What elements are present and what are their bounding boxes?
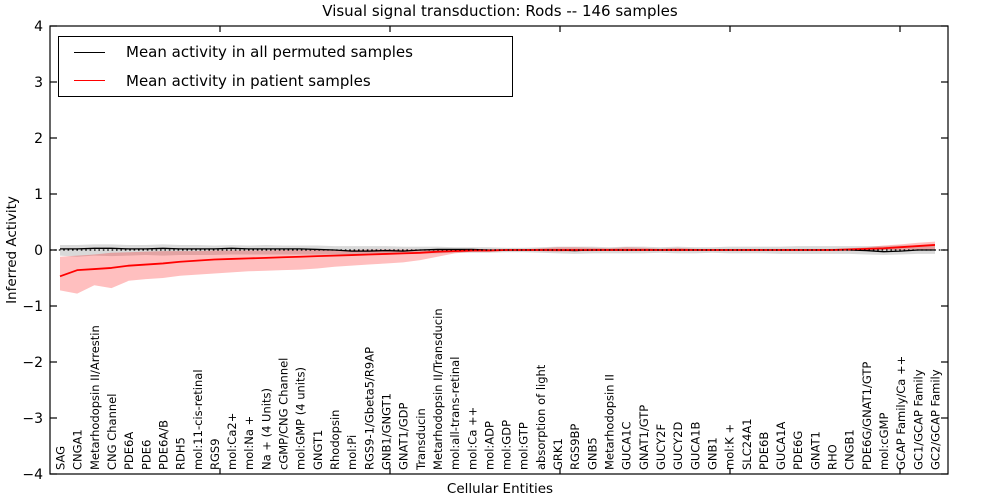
x-category-label: GCAP Family/Ca ++	[894, 356, 908, 470]
legend-entry-permuted: Mean activity in all permuted samples	[59, 39, 512, 65]
x-category-label: mol:cGMP	[877, 413, 891, 470]
x-category-label: SAG	[54, 446, 68, 470]
x-category-label: GC1/GCAP Family	[911, 369, 925, 470]
y-tick-label: −3	[22, 411, 43, 427]
permuted-line-swatch-icon	[74, 51, 105, 53]
x-category-label: mol:all-trans-retinal	[448, 357, 462, 470]
legend-label-permuted: Mean activity in all permuted samples	[126, 43, 413, 62]
x-category-label: PDE6G/GNAT1/GTP	[860, 362, 874, 470]
x-axis-label: Cellular Entities	[446, 481, 554, 497]
x-category-label: GUCA1C	[620, 421, 634, 470]
x-category-label: GUCY2D	[671, 422, 685, 470]
x-category-label: mol:Ca2+	[225, 413, 239, 470]
x-category-label: mol:GDP	[500, 420, 514, 470]
x-category-label: mol:Pi	[345, 435, 359, 470]
x-category-label: Metarhodopsin II/Arrestin	[88, 325, 102, 470]
y-tick-label: 3	[34, 75, 43, 91]
patient-mean-line	[59, 244, 936, 278]
x-category-label: Transducin	[414, 408, 428, 471]
x-category-label: cGMP/CNG Channel	[277, 358, 291, 470]
x-category-label: GRK1	[551, 438, 565, 470]
y-tick-label: 1	[34, 187, 43, 203]
tick-marks	[50, 25, 948, 475]
x-category-label: GNGT1	[311, 430, 325, 470]
x-category-label: GNB1	[705, 437, 719, 470]
x-category-label: PDE6	[139, 440, 153, 470]
x-category-label: GUCA1A	[774, 421, 788, 470]
y-tick-label: −2	[22, 355, 43, 371]
x-category-label: CNG Channel	[105, 394, 119, 470]
x-category-label: RGS9BP	[568, 424, 582, 470]
patient-band	[60, 241, 935, 294]
legend: Mean activity in all permuted samples Me…	[58, 36, 513, 97]
y-tick-labels: −4 −3 −2 −1 0 1 2 3 4	[22, 19, 43, 483]
x-category-label: mol:GTP	[517, 422, 531, 470]
y-tick-label: −1	[22, 299, 43, 315]
x-category-label: GC2/GCAP Family	[929, 369, 943, 470]
x-category-label: absorption of light	[534, 364, 548, 470]
x-category-label: GNAT1/GDP	[397, 403, 411, 470]
x-category-label: GNB1/GNGT1	[379, 393, 393, 470]
y-tick-label: 4	[34, 19, 43, 35]
legend-entry-patient: Mean activity in patient samples	[59, 68, 512, 94]
x-category-label: mol:Na +	[242, 416, 256, 470]
chart-title: Visual signal transduction: Rods -- 146 …	[322, 2, 678, 20]
x-category-label: RGS9	[208, 438, 222, 470]
x-category-label: CNGA1	[71, 429, 85, 470]
y-tick-label: 2	[34, 131, 43, 147]
x-category-label: PDE6B	[757, 432, 771, 470]
x-category-label: GUCA1B	[688, 421, 702, 470]
y-tick-label: −4	[22, 467, 43, 483]
x-category-label: RHO	[826, 444, 840, 470]
y-tick-label: 0	[34, 243, 43, 259]
x-category-label: Na + (4 Units)	[259, 388, 273, 470]
x-category-label: GNAT1	[808, 431, 822, 470]
x-category-label: GNB5	[585, 437, 599, 470]
x-category-label: CNGB1	[843, 429, 857, 470]
x-category-labels: SAG CNGA1 Metarhodopsin II/Arrestin CNG Cha…	[54, 308, 943, 471]
x-category-label: mol:GMP (4 units)	[294, 367, 308, 470]
x-category-label: Rhodopsin	[328, 410, 342, 470]
y-axis-label: Inferred Activity	[4, 196, 20, 304]
x-category-label: GUCY2F	[654, 424, 668, 470]
patient-line-swatch-icon	[74, 80, 105, 82]
x-category-label: RDH5	[174, 437, 188, 470]
legend-label-patient: Mean activity in patient samples	[126, 71, 371, 90]
x-category-label: PDE6A/B	[156, 420, 170, 470]
x-category-label: RGS9-1/Gbeta5/R9AP	[362, 347, 376, 470]
x-category-label: GNAT1/GTP	[637, 405, 651, 470]
x-category-label: SLC24A1	[740, 418, 754, 470]
x-category-label: Metarhodopsin II	[603, 374, 617, 470]
x-category-label: mol:K +	[723, 424, 737, 470]
x-category-label: Metarhodopsin II/Transducin	[431, 308, 445, 470]
x-category-label: PDE6A	[122, 432, 136, 470]
x-category-label: PDE6G	[791, 431, 805, 470]
x-category-label: mol:ADP	[482, 421, 496, 470]
x-category-label: mol:Ca ++	[465, 407, 479, 470]
x-category-label: mol:11-cis-retinal	[191, 369, 205, 470]
